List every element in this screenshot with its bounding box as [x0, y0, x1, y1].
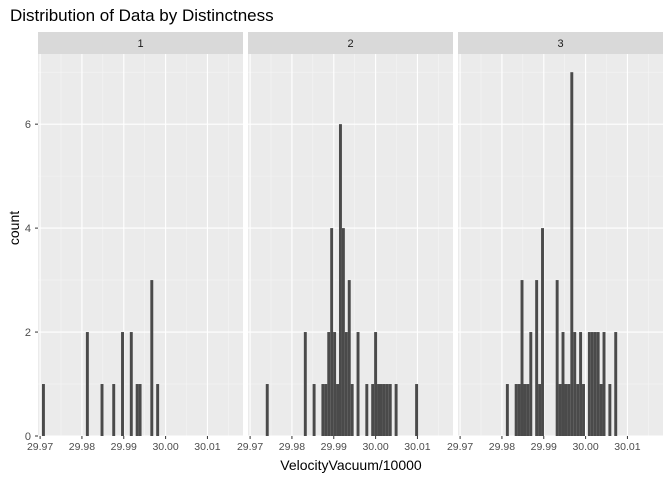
x-tick-label: 29.97	[27, 441, 53, 453]
chart-title: Distribution of Data by Distinctness	[10, 6, 274, 25]
histogram-bar	[333, 332, 337, 436]
y-tick-label: 2	[25, 327, 31, 339]
y-tick-label: 6	[25, 119, 31, 131]
histogram-bar	[570, 72, 574, 436]
histogram-bar	[388, 384, 392, 436]
histogram-bar	[587, 332, 591, 436]
histogram-bar	[599, 384, 603, 436]
facet-panel-1: 1 29.97 29.98 29.99 30.00 30.01	[27, 32, 243, 453]
histogram-bar	[567, 384, 571, 436]
histogram-bar	[321, 384, 325, 436]
histogram-bar	[596, 332, 600, 436]
histogram-bar	[338, 124, 342, 436]
facet-strip-label: 1	[137, 38, 143, 50]
histogram-bar	[347, 280, 351, 436]
histogram-bar	[327, 332, 331, 436]
histogram-bar	[379, 384, 383, 436]
x-axis-title: VelocityVacuum/10000	[280, 457, 422, 473]
histogram-bar	[41, 384, 45, 436]
histogram-bar	[614, 332, 618, 436]
histogram-bar	[100, 384, 104, 436]
histogram-bar	[564, 384, 568, 436]
histogram-bar	[523, 384, 527, 436]
histogram-bar	[85, 332, 89, 436]
histogram-bar	[350, 384, 354, 436]
histogram-bar	[265, 384, 269, 436]
histogram-bar	[526, 384, 530, 436]
histogram-bar	[324, 384, 328, 436]
histogram-bar	[341, 228, 345, 436]
histogram-bar	[312, 384, 316, 436]
facet-strip	[458, 32, 663, 54]
histogram-bar	[377, 384, 380, 436]
histogram-bar	[529, 332, 533, 436]
x-tick-label: 29.97	[447, 441, 473, 453]
x-tick-label: 30.01	[404, 441, 430, 453]
histogram-bar	[365, 384, 369, 436]
histogram-bar	[112, 384, 116, 436]
histogram-bar	[121, 332, 124, 436]
histogram-bar	[156, 384, 160, 436]
facet-strip	[38, 32, 243, 54]
histogram-bar	[608, 384, 612, 436]
histogram-bar	[579, 332, 583, 436]
histogram-bar	[505, 384, 509, 436]
histogram-bar	[602, 332, 606, 436]
histogram-bar	[517, 384, 521, 436]
histogram-bar	[371, 384, 375, 436]
histogram-bar	[303, 332, 307, 436]
panel-background	[38, 54, 243, 436]
histogram-bar	[150, 280, 154, 436]
histogram-bar	[520, 280, 524, 436]
histogram-bar	[590, 332, 594, 436]
x-tick-label: 29.99	[321, 441, 347, 453]
facet-strip-label: 2	[347, 38, 353, 50]
histogram-bar	[561, 332, 565, 436]
histogram-bar	[394, 384, 398, 436]
x-tick-label: 30.01	[194, 441, 220, 453]
y-tick-label: 4	[25, 223, 31, 235]
histogram-bar	[385, 384, 389, 436]
histogram-bar	[138, 384, 142, 436]
histogram-bar	[336, 384, 339, 436]
histogram-bar	[573, 332, 577, 436]
histogram-bar	[330, 228, 334, 436]
histogram-bar	[129, 332, 133, 436]
x-tick-label: 30.00	[152, 441, 178, 453]
facets-layer: 0 2 4 6 1 29.97 29.98 29.99 30.00 30.01 2 29.97 29.9…	[25, 32, 663, 453]
panel-background	[458, 54, 663, 436]
x-tick-label: 30.00	[362, 441, 388, 453]
histogram-bar	[593, 332, 597, 436]
histogram-bar	[344, 332, 348, 436]
histogram-bar	[415, 384, 419, 436]
x-tick-label: 29.97	[237, 441, 263, 453]
x-tick-label: 29.98	[69, 441, 95, 453]
x-tick-label: 29.99	[531, 441, 557, 453]
histogram-bar	[582, 384, 585, 436]
histogram-bar	[555, 280, 559, 436]
histogram-bar	[356, 332, 360, 436]
facet-strip	[248, 32, 453, 54]
histogram-bar	[382, 384, 386, 436]
histogram-bar	[135, 384, 139, 436]
histogram-bar	[576, 384, 580, 436]
histogram-bar	[535, 280, 539, 436]
x-tick-label: 29.98	[279, 441, 305, 453]
x-tick-label: 29.99	[111, 441, 137, 453]
histogram-bar	[538, 384, 542, 436]
facet-panel-2: 2 29.97 29.98 29.99 30.00 30.01	[237, 32, 453, 453]
facet-strip-label: 3	[557, 38, 563, 50]
y-tick-label: 0	[25, 431, 31, 443]
y-axis-title: count	[6, 211, 22, 245]
histogram-bar	[514, 384, 518, 436]
x-tick-label: 30.01	[614, 441, 640, 453]
histogram-bar	[541, 228, 544, 436]
facet-panel-3: 3 29.97 29.98 29.99 30.00 30.01	[447, 32, 663, 453]
histogram-bar	[558, 384, 562, 436]
x-tick-label: 29.98	[489, 441, 515, 453]
x-tick-label: 30.00	[572, 441, 598, 453]
histogram-bar	[374, 332, 378, 436]
